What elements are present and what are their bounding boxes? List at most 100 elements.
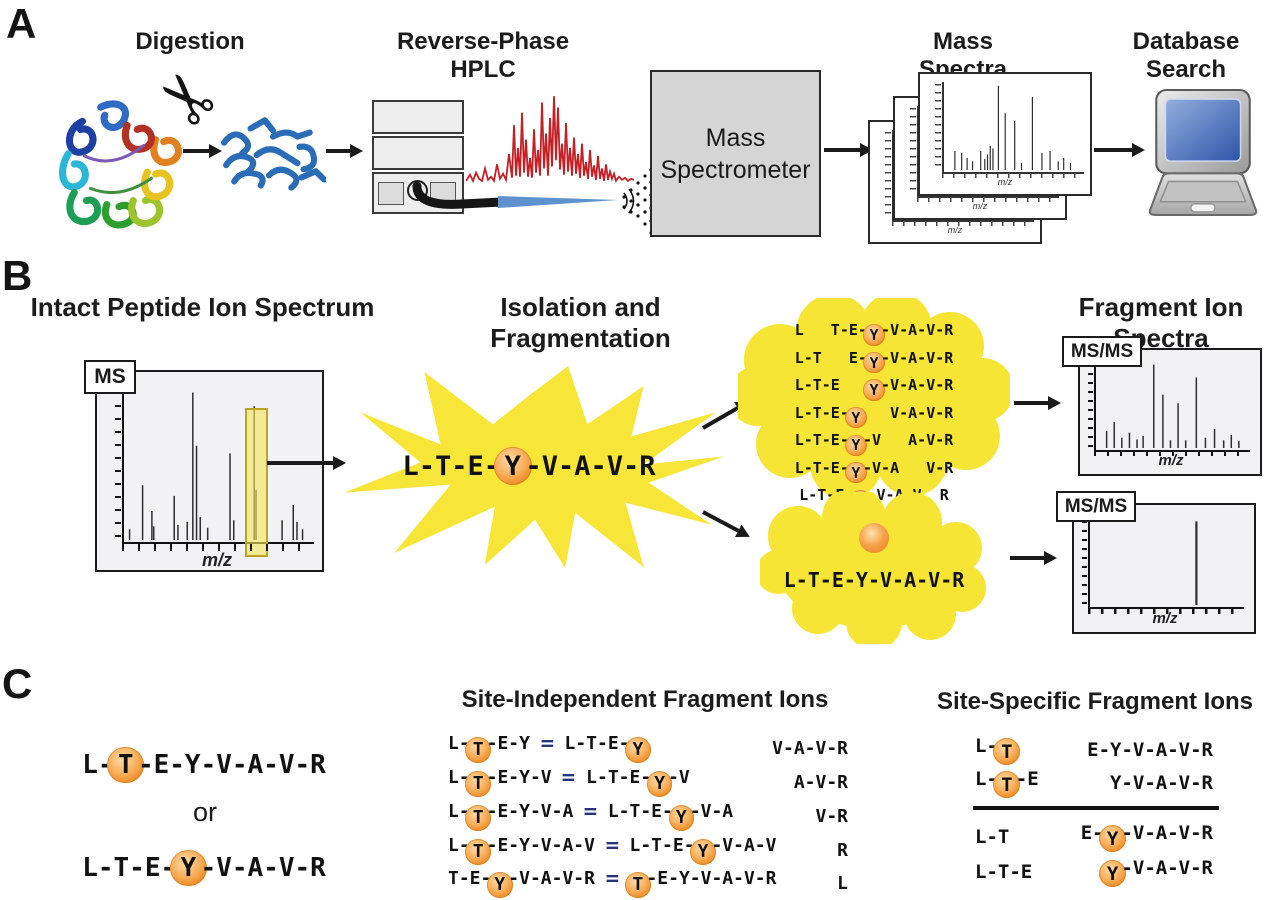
phospho-site-marker: T [465,771,491,797]
fragment-pair: L T-E- Y -V-A-V-R [794,321,954,346]
phospho-site-marker: Y [845,407,867,429]
mz-axis-label: m/z [947,225,963,235]
isolation-heading: Isolation and Fragmentation [490,292,671,353]
phospho-site-marker: T [465,805,491,831]
si-row: L- T -E-Y-V-A = L-T-E- Y -V-A V-R [448,799,848,833]
precursor-sequence: L-T-E- Y -V-A-V-R [398,446,660,486]
arrow-digestion [183,149,209,153]
site-specific-divider [973,806,1219,810]
phospho-site-marker: Y [625,737,651,763]
fragment-pair: L-T-E- Y -V A-V-R [794,431,954,456]
si-row: T-E- Y -V-A-V-R = T -E-Y-V-A-V-R L [448,866,848,900]
intact-sequence: L-T-E-Y-V-A-V-R [783,568,965,592]
phospho-site-marker: Y [169,849,207,887]
hplc-heading: Reverse-Phase HPLC [396,28,570,83]
ss-row: L-T-E Y-V-A-V-R [975,857,1213,888]
peptides-image [221,117,326,191]
msms-bottom-box: m/z [1072,503,1256,634]
phospho-site-marker: Y [646,771,673,797]
fragment-pair: L-T-E Y -V-A-V-R [794,376,954,401]
phospho-site-marker: Y [668,805,695,831]
ss-row: L-T-E Y-V-A-V-R [975,768,1213,799]
mass-spectrometer-label-line2: Spectrometer [660,155,811,184]
phospho-site-marker: T [625,872,651,898]
si-complement: L [837,872,848,894]
arrow-precursor-selection [267,461,333,465]
si-pair: L- T -E-Y = L-T-E- Y [448,731,651,763]
intact-spectrum-heading: Intact Peptide Ion Spectrum [30,292,375,322]
laptop-icon [1148,89,1258,216]
equals-sign: = [583,799,598,824]
phospho-site-marker: Y [1099,825,1127,853]
si-pair: L- T -E-Y-V-A-V = L-T-E- Y -V-A-V [448,833,776,865]
si-pair: L- T -E-Y-V = L-T-E- Y -V [448,765,690,797]
si-complement: R [837,839,848,861]
mz-axis-label: m/z [201,550,232,570]
si-pair: L- T -E-Y-V-A = L-T-E- Y -V-A [448,799,733,831]
equals-sign: = [605,866,620,891]
phospho-site-marker: Y [690,839,716,865]
ss-right: E-Y-V-A-V-R [1087,739,1213,761]
msms-label: MS/MS [1056,491,1136,522]
hplc-module-top [372,100,464,134]
msms-top-box: m/z [1078,348,1262,476]
ms-label: MS [84,360,136,394]
fragment-pair: L-T E- Y -V-A-V-R [794,348,954,374]
candidate-sequence-top: L- T -E-Y-V-A-V-R [78,746,330,784]
arrow-to-msms-top [1014,401,1048,405]
mass-spectrum-peaks [944,84,1080,170]
equals-sign: = [562,765,576,790]
mz-axis-label: m/z [997,177,1013,187]
ss-row: L-T E-Y-V-A-V-R [975,735,1213,766]
msms-top-peaks [1096,362,1248,448]
panel-b-label: B [2,252,32,299]
phospho-site-marker: T [465,839,491,865]
msms-label: MS/MS [1062,336,1142,367]
phospho-site-marker: Y [863,351,885,374]
phospho-site-marker: T [993,771,1021,799]
ss-left: L-T-E [975,861,1033,883]
phospho-site-marker: Y [493,446,532,486]
si-complement: V-A-V-R [772,737,848,759]
ss-row: L-T E-Y-V-A-V-R [975,822,1213,853]
phospho-site-marker: T [465,737,491,763]
phospho-site-marker: T [993,738,1021,766]
si-row: L- T -E-Y-V = L-T-E- Y -V A-V-R [448,765,848,799]
si-complement: A-V-R [793,771,848,793]
hplc-module-middle [372,136,464,170]
ss-left: L-T [975,735,1021,766]
si-complement: V-R [815,805,848,827]
fragment-pair: L-T-E- Y V-A-V-R [794,403,954,429]
mz-axis-label: m/z [1152,610,1178,627]
msms-bottom-peaks [1090,517,1242,605]
phospho-site-marker: Y [1099,860,1127,888]
intact-cloud [760,492,986,644]
mass-spectrometer-label-line1: Mass [705,123,766,152]
si-pair: T-E- Y -V-A-V-R = T -E-Y-V-A-V-R [448,866,776,898]
arrow-to-spectra [824,148,860,152]
phospho-site-marker: Y [863,324,885,346]
panel-c-label: C [2,660,32,707]
arrow-to-msms-bottom [1010,556,1044,560]
equals-sign: = [605,833,620,858]
mz-axis-label: m/z [972,201,988,211]
ss-right: E-Y-V-A-V-R [1081,822,1213,853]
protein-ribbon-image [59,100,182,229]
mass-spectrum-panel-front: m/z [918,72,1092,196]
ss-right: Y-V-A-V-R [1110,772,1213,794]
or-label: or [192,796,217,827]
fragmentation-starburst [344,366,724,568]
si-row: L- T -E-Y-V-A-V = L-T-E- Y -V-A-V R [448,833,848,867]
fragment-cloud [738,298,1010,496]
fragment-pair: L-T-E- Y -V-A V-R [794,458,954,484]
equals-sign: = [540,731,554,756]
ss-left: L-T-E [975,768,1039,799]
chromatogram-trace [466,96,634,184]
candidate-sequence-bottom: L-T-E- Y -V-A-V-R [78,849,330,887]
ss-right: Y-V-A-V-R [1099,857,1213,888]
precursor-highlight [245,408,268,557]
si-row: L- T -E-Y = L-T-E- Y V-A-V-R [448,731,848,765]
phospho-site-marker: Y [845,434,867,456]
phospho-site-marker: Y [845,462,867,484]
mz-axis-label: m/z [1158,452,1184,469]
